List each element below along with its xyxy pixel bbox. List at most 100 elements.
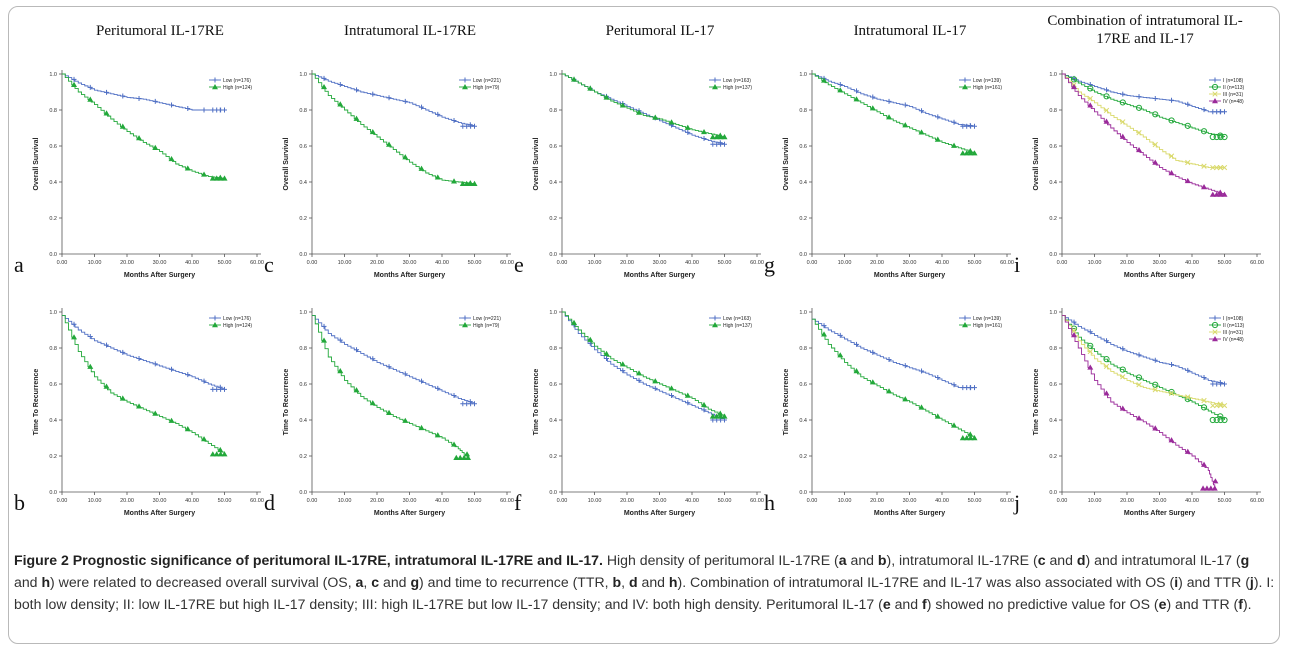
chart-panel-d: 0.0 0.2 0.4 0.6 0.8 1.0 0.00 10.00 20.00 30.00 40.… <box>264 300 522 530</box>
caption-segment: a <box>355 574 364 590</box>
censor-marker <box>837 87 844 93</box>
x-tick-label: 50.00 <box>718 498 732 504</box>
censor-marker <box>354 87 360 93</box>
censor-marker <box>685 129 691 135</box>
censor-marker <box>951 119 957 125</box>
censor-marker <box>619 102 626 108</box>
caption-segment: b <box>877 552 887 568</box>
series-line <box>62 73 225 111</box>
censor-marker <box>402 371 408 377</box>
censor-marker <box>684 124 691 130</box>
legend-marker <box>1211 321 1219 329</box>
censor-marker <box>169 366 175 372</box>
figure-caption: Figure 2 Prognostic significance of peri… <box>14 549 1276 615</box>
axes <box>811 70 1011 255</box>
y-tick-label: 0.0 <box>299 490 307 496</box>
y-tick-label: 0.6 <box>299 382 307 388</box>
series-line <box>62 315 225 455</box>
y-tick-label: 0.0 <box>1049 490 1057 496</box>
legend-marker <box>1212 315 1218 321</box>
censor-marker <box>571 76 578 82</box>
censor-marker <box>152 410 159 416</box>
censor-marker <box>1217 402 1224 409</box>
series-line <box>812 318 975 438</box>
legend-label: Low (n=163) <box>723 78 751 84</box>
series-1 <box>62 73 227 113</box>
censor-marker <box>1135 104 1143 111</box>
x-tick-label: 50.00 <box>468 260 482 266</box>
x-tick-label: 30.00 <box>403 260 417 266</box>
caption-body: High density of peritumoral IL-17RE (a a… <box>14 552 1274 612</box>
censor-marker <box>353 387 360 393</box>
y-tick-label: 0.8 <box>49 346 57 352</box>
x-tick-label: 20.00 <box>120 260 134 266</box>
legend-marker <box>962 77 968 83</box>
censor-marker <box>652 385 658 391</box>
censor-marker <box>103 383 110 389</box>
censor-marker <box>713 134 720 140</box>
censor-marker <box>1070 76 1078 83</box>
x-tick-label: 30.00 <box>653 260 667 266</box>
censor-marker <box>1209 191 1216 197</box>
censor-marker <box>1152 381 1159 388</box>
x-tick-label: 50.00 <box>968 260 982 266</box>
caption-segment: and <box>14 574 42 590</box>
x-tick-label: 10.00 <box>88 498 102 504</box>
censor-marker <box>1103 363 1110 370</box>
censor-marker <box>886 98 892 104</box>
x-tick-label: 30.00 <box>153 260 167 266</box>
x-tick-label: 60.00 <box>1250 498 1264 504</box>
series-line <box>1062 73 1225 137</box>
series-line <box>562 73 725 145</box>
series-2 <box>1062 315 1228 424</box>
x-tick-label: 60.00 <box>250 498 264 504</box>
legend-label: Low (n=163) <box>723 316 751 322</box>
censor-marker <box>217 175 224 181</box>
censor-marker <box>636 109 643 115</box>
censor-marker <box>959 150 966 156</box>
legend-marker <box>462 77 468 83</box>
y-axis-label: Overall Survival <box>533 137 540 190</box>
censor-marker <box>1184 177 1191 184</box>
chart-svg-d: 0.0 0.2 0.4 0.6 0.8 1.0 0.00 10.00 20.00 30.00 40.… <box>283 308 514 517</box>
y-tick-label: 0.8 <box>799 346 807 352</box>
x-axis-label: Months After Surgery <box>1124 510 1195 517</box>
censor-marker <box>709 134 716 140</box>
censor-marker <box>1201 107 1207 113</box>
series-line <box>1062 315 1225 420</box>
censor-marker <box>721 413 728 419</box>
x-tick-label: 10.00 <box>838 260 852 266</box>
censor-marker <box>870 94 876 100</box>
y-tick-label: 0.4 <box>799 418 807 424</box>
censor-marker <box>1201 163 1207 169</box>
x-tick-label: 40.00 <box>935 260 949 266</box>
censor-marker <box>71 81 78 87</box>
censor-marker <box>717 413 724 419</box>
censor-marker <box>1210 109 1216 115</box>
caption-segment: , <box>621 574 629 590</box>
y-axis-label: Time To Recurrence <box>783 369 790 436</box>
series-line <box>562 311 725 420</box>
x-tick-label: 30.00 <box>153 498 167 504</box>
x-tick-label: 40.00 <box>185 260 199 266</box>
censor-marker <box>652 114 659 120</box>
caption-segment: d <box>1076 552 1086 568</box>
censor-marker <box>1103 390 1110 396</box>
censor-marker <box>471 180 478 186</box>
chart-panel-i: 0.0 0.2 0.4 0.6 0.8 1.0 0.00 10.00 20.00 30.00 40.… <box>1014 62 1272 292</box>
y-axis-label: Overall Survival <box>33 137 40 190</box>
censor-marker <box>1214 164 1220 171</box>
caption-segment: , <box>363 574 372 590</box>
censor-marker <box>418 424 425 431</box>
x-tick-label: 0.00 <box>1057 498 1068 504</box>
legend-marker <box>712 315 718 321</box>
panel-letter: d <box>264 490 275 515</box>
x-tick-label: 30.00 <box>403 498 417 504</box>
y-tick-label: 0.6 <box>1049 144 1057 150</box>
censor-marker <box>369 400 376 406</box>
x-tick-label: 30.00 <box>1153 260 1167 266</box>
x-tick-label: 20.00 <box>370 260 384 266</box>
censor-marker <box>1087 102 1094 108</box>
column-title-1: Peritumoral IL-17RE <box>96 23 224 39</box>
censor-marker <box>168 417 175 423</box>
